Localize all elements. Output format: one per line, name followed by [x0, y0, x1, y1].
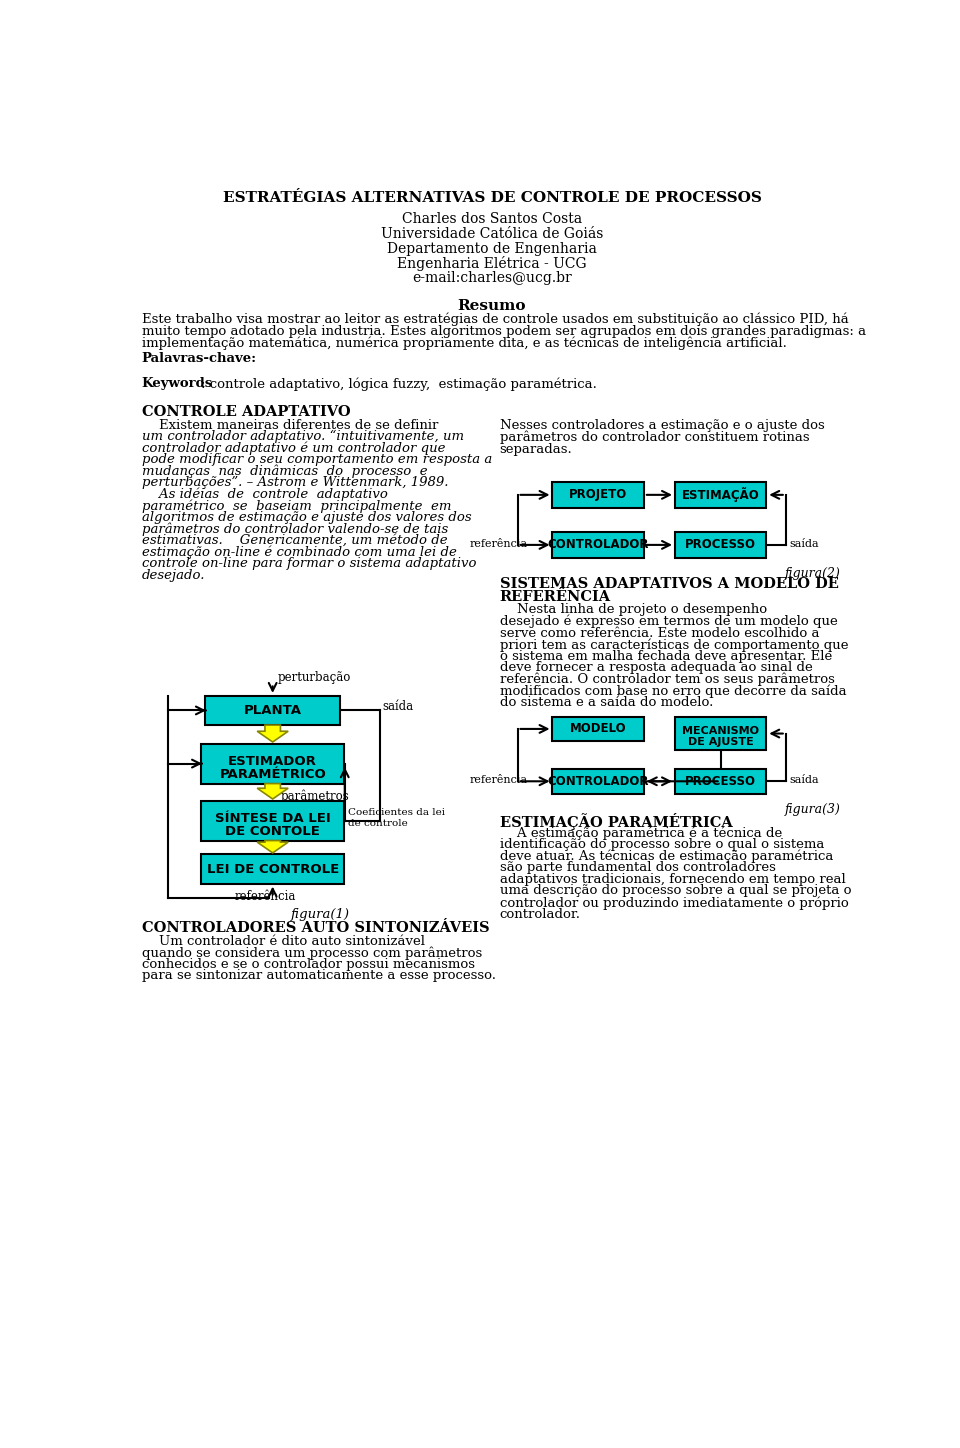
Text: MECANISMO: MECANISMO	[683, 725, 759, 736]
FancyBboxPatch shape	[201, 854, 345, 883]
Text: estimação on-line é combinado com uma lei de: estimação on-line é combinado com uma le…	[142, 546, 457, 559]
Text: CONTROLADOR: CONTROLADOR	[547, 775, 649, 788]
Text: Um controlador é dito auto sintonizável: Um controlador é dito auto sintonizável	[142, 934, 424, 947]
Text: controlador ou produzindo imediatamente o próprio: controlador ou produzindo imediatamente …	[500, 896, 849, 909]
Text: CONTROLE ADAPTATIVO: CONTROLE ADAPTATIVO	[142, 405, 350, 418]
Text: referência: referência	[469, 775, 528, 785]
Text: pode modificar o seu comportamento em resposta a: pode modificar o seu comportamento em re…	[142, 453, 492, 466]
Text: As idéias  de  controle  adaptativo: As idéias de controle adaptativo	[142, 488, 388, 501]
Text: controlador.: controlador.	[500, 908, 581, 921]
FancyBboxPatch shape	[675, 769, 766, 794]
Text: ESTIMADOR: ESTIMADOR	[228, 754, 317, 767]
Text: modificados com base no erro que decorre da saída: modificados com base no erro que decorre…	[500, 685, 847, 698]
Text: adaptativos tradicionais, fornecendo em tempo real: adaptativos tradicionais, fornecendo em …	[500, 873, 846, 886]
Text: Keywords: Keywords	[142, 376, 213, 390]
Text: estimativas.    Genericamente, um método de: estimativas. Genericamente, um método de	[142, 534, 447, 547]
Text: muito tempo adotado pela industria. Estes algoritmos podem ser agrupados em dois: muito tempo adotado pela industria. Este…	[142, 324, 866, 337]
Text: Existem maneiras diferentes de se definir: Existem maneiras diferentes de se defini…	[142, 418, 438, 432]
Text: SÍNTESE DA LEI: SÍNTESE DA LEI	[215, 812, 330, 825]
Text: : controle adaptativo, lógica fuzzy,  estimação paramétrica.: : controle adaptativo, lógica fuzzy, est…	[201, 376, 596, 391]
Text: referência: referência	[234, 891, 296, 904]
Text: paramétrico  se  baseiam  principalmente  em: paramétrico se baseiam principalmente em	[142, 500, 451, 513]
Text: PROCESSO: PROCESSO	[685, 539, 756, 552]
Text: Resumo: Resumo	[458, 298, 526, 313]
Text: o sistema em malha fechada deve apresentar. Ele: o sistema em malha fechada deve apresent…	[500, 650, 832, 663]
Text: são parte fundamental dos controladores: são parte fundamental dos controladores	[500, 862, 776, 875]
Text: A estimação paramétrica é a técnica de: A estimação paramétrica é a técnica de	[500, 827, 782, 840]
Text: Nesses controladores a estimação e o ajuste dos: Nesses controladores a estimação e o aju…	[500, 418, 825, 432]
FancyBboxPatch shape	[204, 696, 341, 725]
Text: perturbação: perturbação	[277, 672, 350, 685]
Text: saída: saída	[383, 701, 414, 714]
Text: DE AJUSTE: DE AJUSTE	[687, 737, 754, 747]
Text: figura(3): figura(3)	[785, 802, 841, 815]
Text: referência: referência	[469, 539, 528, 549]
Text: PROCESSO: PROCESSO	[685, 775, 756, 788]
FancyBboxPatch shape	[552, 717, 644, 741]
Text: de controle: de controle	[348, 820, 408, 828]
Text: serve como referência. Este modelo escolhido a: serve como referência. Este modelo escol…	[500, 627, 819, 640]
Text: Engenharia Elétrica - UCG: Engenharia Elétrica - UCG	[397, 256, 587, 271]
Text: ESTIMAÇÃO PARAMÉTRICA: ESTIMAÇÃO PARAMÉTRICA	[500, 812, 732, 830]
Text: controle on-line para formar o sistema adaptativo: controle on-line para formar o sistema a…	[142, 557, 476, 571]
Text: deve fornecer a resposta adequada ao sinal de: deve fornecer a resposta adequada ao sin…	[500, 662, 812, 675]
FancyBboxPatch shape	[675, 531, 766, 557]
Text: saída: saída	[789, 775, 819, 785]
Text: e-mail:charles@ucg.br: e-mail:charles@ucg.br	[412, 271, 572, 285]
Text: PLANTA: PLANTA	[244, 704, 301, 717]
Text: Departamento de Engenharia: Departamento de Engenharia	[387, 242, 597, 255]
Text: para se sintonizar automaticamente a esse processo.: para se sintonizar automaticamente a ess…	[142, 969, 495, 982]
Text: figura(2): figura(2)	[785, 568, 841, 581]
Text: PARAMÉTRICO: PARAMÉTRICO	[219, 767, 326, 780]
Text: referência. O controlador tem os seus parâmetros: referência. O controlador tem os seus pa…	[500, 673, 834, 686]
Text: DE CONTOLE: DE CONTOLE	[226, 824, 320, 837]
FancyBboxPatch shape	[552, 769, 644, 794]
Text: Nesta linha de projeto o desempenho: Nesta linha de projeto o desempenho	[500, 604, 767, 617]
Text: controlador adaptativo é um controlador que: controlador adaptativo é um controlador …	[142, 442, 445, 455]
Polygon shape	[257, 841, 288, 853]
Text: parâmetros: parâmetros	[280, 789, 349, 804]
Text: um controlador adaptativo. “intuitivamente, um: um controlador adaptativo. “intuitivamen…	[142, 430, 464, 443]
Text: parâmetros do controlador constituem rotinas: parâmetros do controlador constituem rot…	[500, 432, 809, 445]
Text: deve atuar. As técnicas de estimação paramétrica: deve atuar. As técnicas de estimação par…	[500, 850, 833, 863]
Text: Palavras-chave:: Palavras-chave:	[142, 352, 257, 365]
Text: PROJETO: PROJETO	[569, 488, 627, 501]
Text: mudanças  nas  dinâmicas  do  processo  e: mudanças nas dinâmicas do processo e	[142, 465, 427, 478]
Text: Charles dos Santos Costa: Charles dos Santos Costa	[402, 213, 582, 226]
Text: do sistema e a saída do modelo.: do sistema e a saída do modelo.	[500, 696, 713, 710]
FancyBboxPatch shape	[675, 717, 766, 750]
Text: ESTIMAÇÃO: ESTIMAÇÃO	[682, 488, 759, 502]
Text: MODELO: MODELO	[570, 723, 627, 736]
FancyBboxPatch shape	[552, 531, 644, 557]
Text: Coeficientes da lei: Coeficientes da lei	[348, 808, 444, 817]
Text: priori tem as características de comportamento que: priori tem as características de comport…	[500, 639, 849, 652]
Text: parâmetros do controlador valendo-se de tais: parâmetros do controlador valendo-se de …	[142, 523, 448, 536]
Text: quando se considera um processo com parâmetros: quando se considera um processo com parâ…	[142, 946, 482, 960]
Polygon shape	[257, 725, 288, 741]
Text: algoritmos de estimação e ajuste dos valores dos: algoritmos de estimação e ajuste dos val…	[142, 511, 471, 524]
Text: identificação do processo sobre o qual o sistema: identificação do processo sobre o qual o…	[500, 838, 824, 851]
Text: uma descrição do processo sobre a qual se projeta o: uma descrição do processo sobre a qual s…	[500, 885, 852, 898]
Polygon shape	[257, 783, 288, 799]
Text: ESTRATÉGIAS ALTERNATIVAS DE CONTROLE DE PROCESSOS: ESTRATÉGIAS ALTERNATIVAS DE CONTROLE DE …	[223, 191, 761, 204]
Text: conhecidos e se o controlador possui mecanismos: conhecidos e se o controlador possui mec…	[142, 957, 474, 970]
Text: desejado.: desejado.	[142, 569, 205, 582]
FancyBboxPatch shape	[201, 801, 345, 841]
Text: saída: saída	[789, 539, 819, 549]
Text: CONTROLADOR: CONTROLADOR	[547, 539, 649, 552]
Text: LEI DE CONTROLE: LEI DE CONTROLE	[206, 863, 339, 876]
Text: implementação matemática, numérica propriamente dita, e as técnicas de inteligên: implementação matemática, numérica propr…	[142, 337, 786, 350]
FancyBboxPatch shape	[552, 482, 644, 508]
Text: Este trabalho visa mostrar ao leitor as estratégias de controle usados em substi: Este trabalho visa mostrar ao leitor as …	[142, 313, 849, 326]
Text: figura(1): figura(1)	[291, 908, 349, 921]
Text: SISTEMAS ADAPTATIVOS A MODELO DE: SISTEMAS ADAPTATIVOS A MODELO DE	[500, 578, 839, 591]
FancyBboxPatch shape	[675, 482, 766, 508]
Text: perturbações”. – Astrom e Wittenmark, 1989.: perturbações”. – Astrom e Wittenmark, 19…	[142, 476, 448, 489]
Text: Universidade Católica de Goiás: Universidade Católica de Goiás	[381, 227, 603, 240]
Text: desejado é expresso em termos de um modelo que: desejado é expresso em termos de um mode…	[500, 615, 837, 628]
Text: CONTROLADORES AUTO SINTONIZÁVEIS: CONTROLADORES AUTO SINTONIZÁVEIS	[142, 921, 490, 934]
Text: REFERÊNCIA: REFERÊNCIA	[500, 589, 611, 604]
Text: separadas.: separadas.	[500, 443, 572, 456]
FancyBboxPatch shape	[201, 744, 345, 783]
